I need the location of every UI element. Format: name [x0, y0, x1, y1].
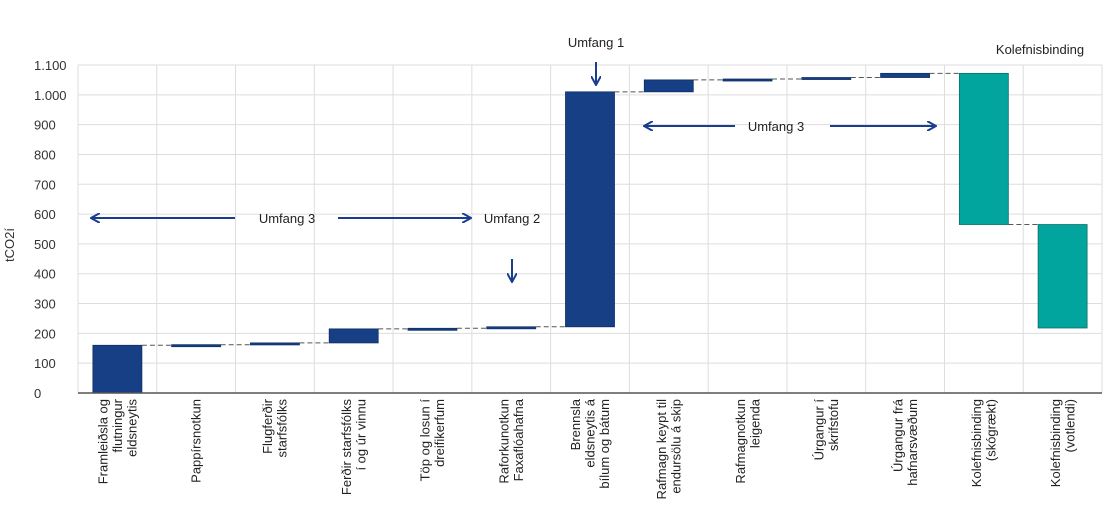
- x-tick-label-line: í og úr vinnu: [353, 399, 368, 471]
- x-tick-label-line: Rafmagn keypt til: [654, 399, 669, 500]
- bar: [407, 327, 458, 331]
- x-tick-label-line: eldsneytis: [124, 399, 139, 457]
- bar: [801, 77, 852, 80]
- bar: [565, 91, 615, 328]
- y-tick-label: 500: [34, 237, 56, 252]
- x-tick-label-line: Flugferðir: [260, 398, 275, 454]
- x-tick-label-line: Pappírsnotkun: [189, 399, 204, 483]
- x-tick-label-line: Kolefnisbinding: [1048, 399, 1063, 487]
- bar: [486, 326, 537, 330]
- x-tick-label-line: skrifstofu: [826, 399, 841, 451]
- x-tick-label-line: Faxaflóahafna: [511, 398, 526, 481]
- y-tick-label: 0: [34, 386, 41, 401]
- x-tick-label-line: dreifikerfum: [432, 399, 447, 467]
- x-tick-label: Ferðir starfsfólks í og úr vinnu: [339, 399, 369, 496]
- y-tick-label: 700: [34, 177, 56, 192]
- x-tick-label-line: Rafmagnotkun: [733, 399, 748, 484]
- y-tick-label: 300: [34, 297, 56, 312]
- y-tick-label: 800: [34, 147, 56, 162]
- x-tick-label-line: eldsneytis á: [583, 398, 598, 467]
- x-tick-label-line: endursölu á skip: [669, 399, 684, 494]
- x-tick-label-line: (skógrækt): [984, 399, 999, 461]
- x-tick-label-line: Úrgangur í: [812, 399, 827, 461]
- x-axis-labels: Framleiðsla og flutningur eldsneytis Pappír…: [95, 398, 1077, 499]
- bar: [722, 78, 773, 82]
- x-tick-label-line: (votlendi): [1062, 399, 1077, 452]
- y-axis-label: tCO2í: [2, 228, 17, 262]
- bar: [643, 79, 694, 93]
- umfang3-right-label: Umfang 3: [748, 119, 804, 134]
- y-axis-ticks: 0 100 200 300 400 500 600 700 800 900 1.000 1.100: [34, 58, 67, 401]
- umfang3-left-label: Umfang 3: [259, 211, 315, 226]
- x-tick-label: Flugferðir starfsfólks: [260, 398, 290, 457]
- x-tick-label-line: Ferðir starfsfólks: [339, 399, 354, 496]
- bar: [92, 344, 143, 394]
- y-tick-label: 200: [34, 326, 56, 341]
- y-tick-label: 100: [34, 356, 56, 371]
- bar: [1037, 224, 1088, 329]
- x-tick-label: Kolefnisbinding (votlendi): [1048, 399, 1078, 487]
- x-tick-label-line: starfsfólks: [275, 399, 290, 458]
- x-tick-label: Töp og losun í dreifikerfum: [418, 399, 448, 482]
- x-tick-label: Pappírsnotkun: [189, 399, 204, 483]
- x-tick-label: Úrgangur frá hafnarsvæðum: [890, 398, 920, 485]
- bar: [250, 342, 300, 346]
- connector-lines: [141, 72, 1039, 346]
- x-tick-label-line: leigenda: [747, 398, 762, 448]
- y-tick-label: 900: [34, 118, 56, 133]
- bar: [880, 72, 930, 78]
- x-tick-label: Raforkunotkun Faxaflóahafna: [496, 398, 526, 483]
- bar: [171, 344, 222, 348]
- x-tick-label-line: Raforkunotkun: [496, 399, 511, 484]
- x-tick-label: Úrgangur í skrifstofu: [812, 399, 842, 461]
- x-tick-label-line: Úrgangur frá: [890, 398, 905, 472]
- bars: [92, 72, 1088, 394]
- x-tick-label-line: flutningur: [110, 398, 125, 452]
- x-tick-label-line: Brennsla: [568, 398, 583, 450]
- x-tick-label: Rafmagn keypt til endursölu á skip: [654, 399, 684, 500]
- umfang2-label: Umfang 2: [484, 211, 540, 226]
- x-tick-label: Kolefnisbinding (skógrækt): [969, 399, 999, 487]
- x-tick-label-line: Kolefnisbinding: [969, 399, 984, 487]
- y-tick-label: 1.000: [34, 88, 67, 103]
- x-tick-label-line: Framleiðsla og: [95, 399, 110, 484]
- annotations: Umfang 3 Umfang 2 Umfang 1 Umfang 3 Kole…: [92, 35, 1084, 281]
- x-tick-label: Framleiðsla og flutningur eldsneytis: [95, 398, 139, 484]
- y-tick-label: 600: [34, 207, 56, 222]
- kolefnisbinding-label: Kolefnisbinding: [996, 42, 1084, 57]
- x-tick-label-line: bílum og bátum: [597, 399, 612, 489]
- bar: [958, 72, 1009, 225]
- y-tick-label: 1.100: [34, 58, 67, 73]
- x-tick-label: Rafmagnotkun leigenda: [733, 398, 763, 483]
- x-tick-label-line: Töp og losun í: [418, 399, 433, 482]
- umfang1-label: Umfang 1: [568, 35, 624, 50]
- y-tick-label: 400: [34, 267, 56, 282]
- x-tick-label: Brennsla eldsneytis á bílum og bátum: [568, 398, 612, 488]
- x-tick-label-line: hafnarsvæðum: [905, 399, 920, 486]
- bar: [328, 328, 379, 344]
